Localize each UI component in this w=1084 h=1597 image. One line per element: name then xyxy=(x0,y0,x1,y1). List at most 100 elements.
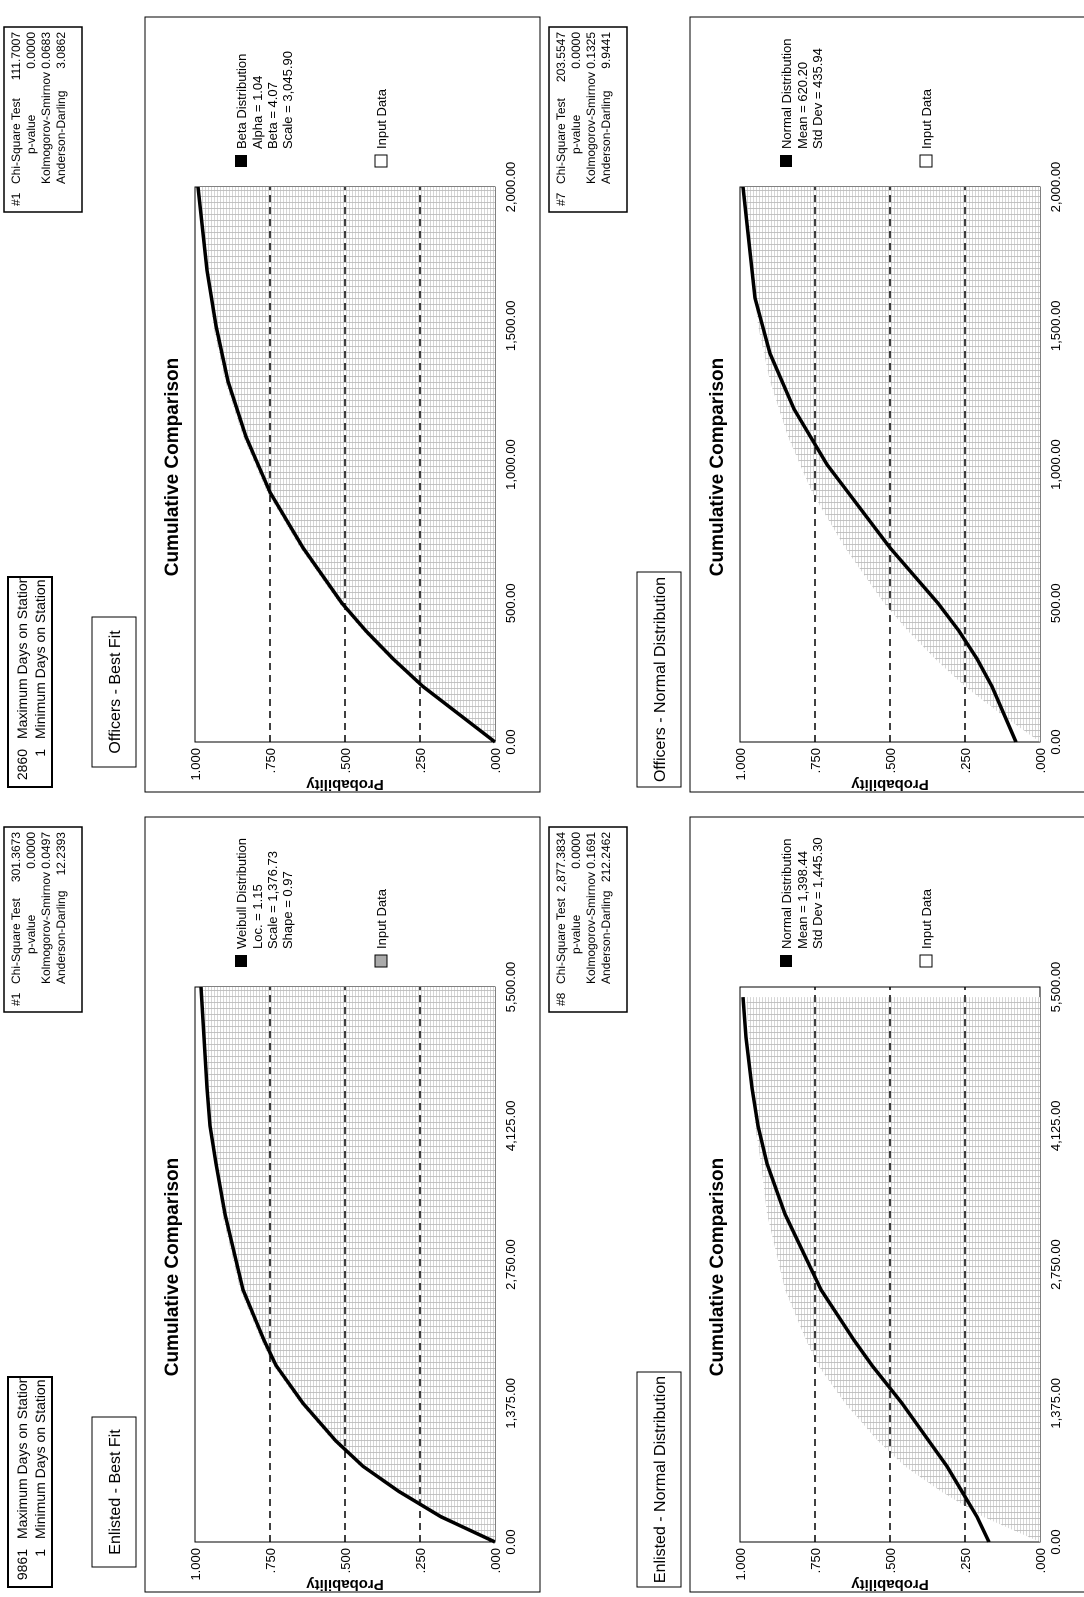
panel-heading-text: Enlisted - Normal Distribution xyxy=(652,1376,669,1583)
y-tick-label: .500 xyxy=(883,1548,898,1573)
y-axis-label: Probability xyxy=(306,776,384,793)
stat-label: Kolmogorov-Smirnov xyxy=(39,872,53,984)
y-tick-label: .500 xyxy=(338,748,353,773)
legend: Normal Distribution Mean = 1,398.44 Std De… xyxy=(779,837,934,968)
panel-enlisted-normal: Enlisted - Normal Distribution #8 Chi-Squa… xyxy=(548,816,1084,1593)
days-info-box: 9861 Maximum Days on Station 1 Minimum Days… xyxy=(7,1376,53,1588)
y-tick-label: .500 xyxy=(883,748,898,773)
days-value: 9861 xyxy=(14,1549,30,1580)
fit-statistics-box: #7 Chi-Square Test 203.5547 p-value 0.0000Ko… xyxy=(548,26,628,213)
legend-distribution-name: Beta Distribution xyxy=(234,54,249,149)
x-tick-label: 1,000.00 xyxy=(1048,439,1063,490)
legend-parameter: Shape = 0.97 xyxy=(280,871,295,949)
fit-statistics-box: #1 Chi-Square Test 301.3673 p-value 0.0000Ko… xyxy=(3,826,83,1013)
y-tick-label: 1.000 xyxy=(733,1548,748,1581)
stat-label: Anderson-Darling xyxy=(599,91,613,184)
y-axis-label: Probability xyxy=(851,776,929,793)
panel-enlisted-best-fit: 9861 Maximum Days on Station 1 Minimum Days… xyxy=(3,816,541,1593)
x-tick-label: 0.00 xyxy=(503,1529,518,1554)
y-tick-label: 1.000 xyxy=(188,748,203,781)
stat-value: 111.7007 xyxy=(9,32,23,81)
x-tick-label: 2,000.00 xyxy=(503,162,518,213)
y-tick-label: .250 xyxy=(413,748,428,773)
panel-officers-best-fit: 2860 Maximum Days on Station 1 Minimum Days… xyxy=(3,16,541,793)
stat-value: 212.2462 xyxy=(599,832,613,882)
panel-heading-text: Enlisted - Best Fit xyxy=(107,1429,124,1555)
fitted-distribution-curve xyxy=(741,186,1018,743)
days-value: 1 xyxy=(32,749,48,757)
panel-heading: Officers - Normal Distribution xyxy=(636,571,682,788)
stat-value: 0.0497 xyxy=(39,832,53,869)
legend-parameter: Mean = 620.20 xyxy=(795,62,810,149)
y-tick-label: .750 xyxy=(263,748,278,773)
legend-input-data: Input Data xyxy=(919,888,934,949)
stat-label: Chi-Square Test xyxy=(9,898,23,984)
stat-value: 9.9441 xyxy=(599,32,613,69)
x-tick-label: 1,375.00 xyxy=(1048,1378,1063,1429)
stat-value: 301.3673 xyxy=(9,832,23,882)
stat-label: p-value xyxy=(569,114,583,154)
x-tick-label: 4,125.00 xyxy=(503,1100,518,1151)
chart-title: Cumulative Comparison xyxy=(162,1158,183,1377)
stat-value: 0.0000 xyxy=(24,32,38,69)
stat-label: p-value xyxy=(24,114,38,154)
legend-parameter: Std Dev = 1,445.30 xyxy=(810,837,825,949)
x-tick-label: 2,750.00 xyxy=(503,1239,518,1290)
legend-distribution-name: Normal Distribution xyxy=(779,38,794,149)
legend-parameter: Scale = 3,045.90 xyxy=(280,51,295,149)
legend: Weibull Distribution Loc. = 1.15 Scale = 1… xyxy=(234,838,389,968)
stat-value: 0.1325 xyxy=(584,32,598,69)
x-tick-label: 1,375.00 xyxy=(503,1378,518,1429)
legend-input-data: Input Data xyxy=(374,88,389,149)
chart-title: Cumulative Comparison xyxy=(707,358,728,577)
x-tick-label: 5,500.00 xyxy=(503,962,518,1013)
legend-parameter: Mean = 1,398.44 xyxy=(795,851,810,949)
stat-label: Anderson-Darling xyxy=(54,91,68,184)
fitted-distribution-curve xyxy=(199,986,496,1544)
x-tick-label: 500.00 xyxy=(503,583,518,623)
legend-swatch-input xyxy=(919,954,933,968)
stat-label: Chi-Square Test xyxy=(554,98,568,184)
panel-heading: Officers - Best Fit xyxy=(91,616,137,768)
stat-label: Kolmogorov-Smirnov xyxy=(584,72,598,184)
days-value: 1 xyxy=(32,1549,48,1557)
y-axis-label: Probability xyxy=(306,1576,384,1593)
y-tick-label: .250 xyxy=(413,1548,428,1573)
legend-swatch-fitted xyxy=(780,955,792,967)
stat-label: Chi-Square Test xyxy=(9,98,23,184)
y-tick-label: .250 xyxy=(958,1548,973,1573)
days-value: 2860 xyxy=(14,749,30,780)
chart-title: Cumulative Comparison xyxy=(162,358,183,577)
stat-label: Kolmogorov-Smirnov xyxy=(39,72,53,184)
legend: Beta Distribution Alpha = 1.04 Beta = 4.07… xyxy=(234,51,389,168)
stat-value: 0.0683 xyxy=(39,32,53,69)
legend-parameter: Beta = 4.07 xyxy=(265,82,280,149)
x-tick-label: 1,500.00 xyxy=(503,300,518,351)
y-tick-label: .000 xyxy=(1033,748,1048,773)
legend-distribution-name: Weibull Distribution xyxy=(234,838,249,949)
stat-label: p-value xyxy=(24,914,38,954)
y-tick-label: .250 xyxy=(958,748,973,773)
y-tick-label: .500 xyxy=(338,1548,353,1573)
chart-title: Cumulative Comparison xyxy=(707,1158,728,1377)
stat-value: 203.5547 xyxy=(554,32,568,82)
legend-swatch-fitted xyxy=(235,955,247,967)
y-tick-label: 1.000 xyxy=(188,1548,203,1581)
days-label: Minimum Days on Station xyxy=(32,579,48,739)
legend-distribution-name: Normal Distribution xyxy=(779,838,794,949)
x-tick-label: 500.00 xyxy=(1048,583,1063,623)
days-info-box: 2860 Maximum Days on Station 1 Minimum Days… xyxy=(7,576,53,788)
y-tick-label: .000 xyxy=(1033,1548,1048,1573)
legend-parameter: Alpha = 1.04 xyxy=(250,76,265,149)
legend-parameter: Std Dev = 435.94 xyxy=(810,48,825,149)
stat-label: p-value xyxy=(569,914,583,954)
stat-value: 0.1691 xyxy=(584,832,598,869)
x-tick-label: 2,750.00 xyxy=(1048,1239,1063,1290)
x-tick-label: 1,500.00 xyxy=(1048,300,1063,351)
stat-value: 0.0000 xyxy=(569,32,583,69)
y-tick-label: .750 xyxy=(808,748,823,773)
fitted-distribution-curve xyxy=(741,996,991,1543)
y-tick-label: .750 xyxy=(808,1548,823,1573)
fit-rank: #1 xyxy=(9,992,23,1006)
input-data-area xyxy=(201,987,495,1542)
